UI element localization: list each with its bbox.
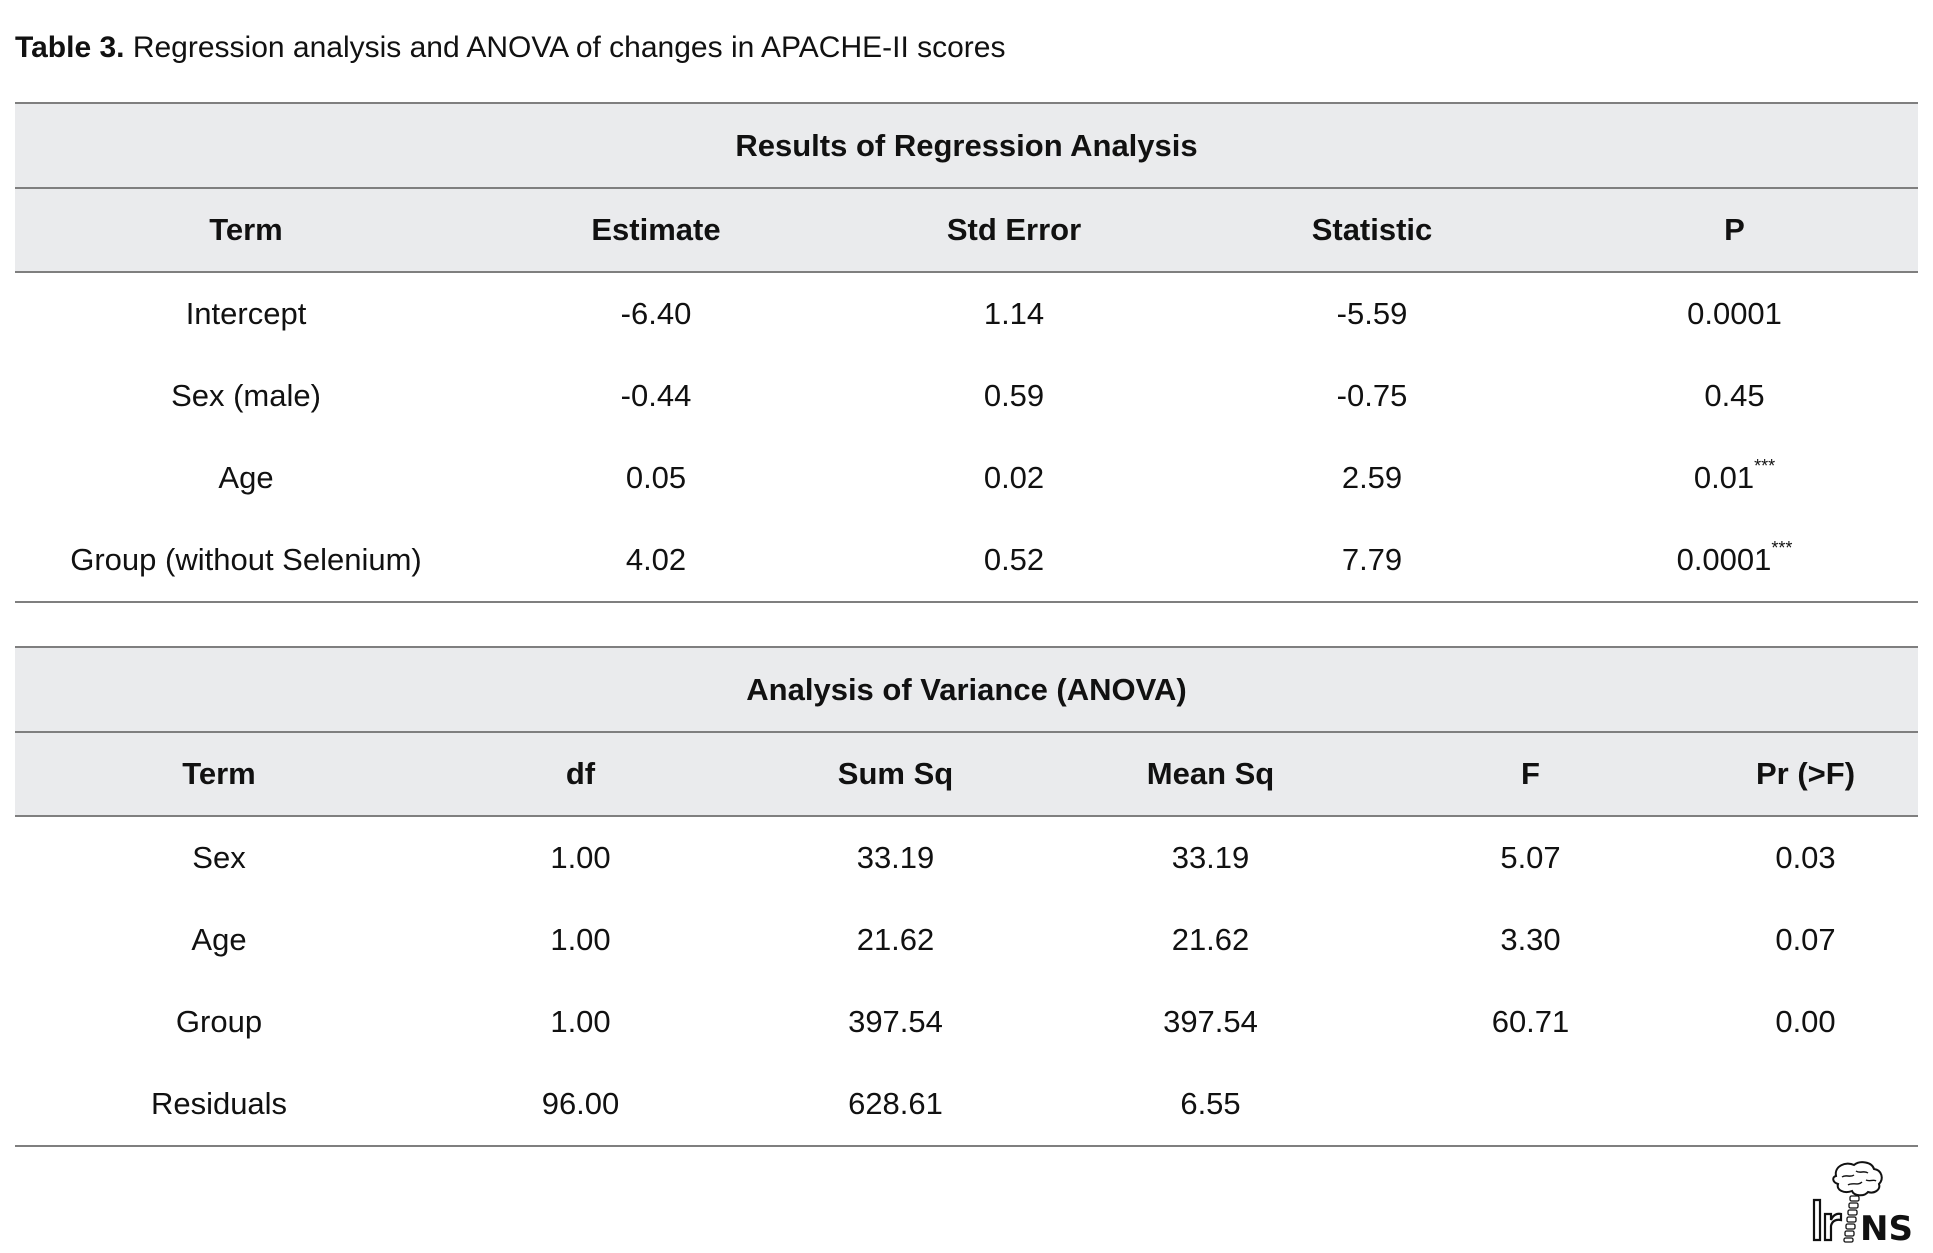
cell-sum-sq: 21.62	[856, 922, 935, 957]
logo-text: NS	[1860, 1209, 1913, 1244]
cell-p: 0.0001***	[1551, 519, 1919, 603]
cell-p: 0.01***	[1551, 437, 1918, 519]
cell-pr-f: 0.07	[1775, 922, 1836, 957]
cell-pr-f: 0.00	[1775, 1004, 1836, 1039]
cell-term: Residuals	[15, 1063, 423, 1147]
cell-estimate: 0.05	[625, 460, 687, 495]
column-header-estimate: Estimate	[477, 188, 835, 273]
cell-sum-sq: 397.54	[848, 1004, 943, 1039]
regression-header-row: Term Estimate Std Error Statistic P	[15, 188, 1919, 273]
cell-p: 0.0001	[1551, 272, 1918, 355]
cell-term: Sex (male)	[171, 378, 321, 413]
cell-sum-sq: 628.61	[738, 1063, 1053, 1147]
column-header-sum-sq: Sum Sq	[738, 732, 1053, 817]
cell-mean-sq: 21.62	[1171, 922, 1250, 957]
table-row: Group 1.00 397.54 397.54 60.71 0.00	[15, 981, 1918, 1063]
cell-statistic: -5.59	[1336, 296, 1408, 331]
cell-term: Sex	[192, 840, 246, 875]
table-caption-label: Table 3.	[15, 31, 125, 64]
cell-df: 1.00	[550, 922, 611, 957]
p-value: 0.45	[1704, 378, 1765, 413]
cell-term: Group (without Selenium)	[15, 519, 477, 603]
cell-mean-sq: 397.54	[1163, 1004, 1258, 1039]
column-header-statistic: Statistic	[1193, 188, 1551, 273]
cell-mean-sq: 6.55	[1053, 1063, 1368, 1147]
regression-title-row: Results of Regression Analysis	[15, 102, 1919, 189]
cell-pr-f: 0.03	[1775, 840, 1836, 875]
table-row: Sex (male) -0.44 0.59 -0.75 0.45	[15, 355, 1918, 437]
cell-df: 96.00	[423, 1063, 738, 1147]
column-header-term: Term	[15, 732, 423, 817]
cell-f: 5.07	[1500, 840, 1561, 875]
p-value: 0.0001	[1676, 542, 1772, 577]
p-value: 0.0001	[1687, 296, 1782, 331]
column-header-term: Term	[15, 188, 477, 273]
cell-statistic: 7.79	[1193, 519, 1551, 603]
p-value: 0.01	[1693, 460, 1755, 495]
cell-p: 0.45	[1551, 355, 1918, 437]
cell-std-error: 0.02	[983, 460, 1045, 495]
table-caption: Table 3. Regression analysis and ANOVA o…	[15, 28, 1005, 68]
anova-header-row: Term df Sum Sq Mean Sq F Pr (>F)	[15, 732, 1919, 817]
table-row: Residuals 96.00 628.61 6.55	[15, 1063, 1919, 1147]
table-row: Intercept -6.40 1.14 -5.59 0.0001	[15, 272, 1918, 355]
cell-f	[1368, 1063, 1693, 1147]
significance-mark: ***	[1754, 456, 1776, 476]
cell-estimate: 4.02	[477, 519, 835, 603]
table-caption-text: Regression analysis and ANOVA of changes…	[124, 31, 1006, 64]
cell-df: 1.00	[550, 840, 611, 875]
anova-table: Analysis of Variance (ANOVA) Term df Sum…	[15, 646, 1919, 1147]
cell-term: Group	[175, 1004, 263, 1039]
cell-statistic: 2.59	[1341, 460, 1403, 495]
column-header-pr-f: Pr (>F)	[1693, 732, 1919, 817]
cell-pr-f	[1693, 1063, 1919, 1147]
significance-mark: ***	[1771, 538, 1793, 558]
table-row: Age 1.00 21.62 21.62 3.30 0.07	[15, 899, 1918, 981]
cell-term: Age	[218, 460, 274, 495]
table-row: Group (without Selenium) 4.02 0.52 7.79 …	[15, 519, 1919, 603]
column-header-df: df	[423, 732, 738, 817]
table-row: Sex 1.00 33.19 33.19 5.07 0.03	[15, 816, 1918, 899]
cell-estimate: -0.44	[620, 378, 692, 413]
cell-std-error: 0.52	[835, 519, 1193, 603]
anova-title: Analysis of Variance (ANOVA)	[15, 646, 1919, 733]
cell-f: 3.30	[1500, 922, 1561, 957]
cell-sum-sq: 33.19	[856, 840, 935, 875]
column-header-std-error: Std Error	[835, 188, 1193, 273]
column-header-p: P	[1551, 188, 1919, 273]
column-header-mean-sq: Mean Sq	[1053, 732, 1368, 817]
regression-title: Results of Regression Analysis	[15, 102, 1919, 189]
cell-estimate: -6.40	[620, 296, 692, 331]
cell-mean-sq: 33.19	[1171, 840, 1250, 875]
cell-term: Intercept	[185, 296, 307, 331]
regression-table: Results of Regression Analysis Term Esti…	[15, 102, 1919, 603]
anova-title-row: Analysis of Variance (ANOVA)	[15, 646, 1919, 733]
brain-spine-logo-icon: NS	[1812, 1161, 1913, 1249]
cell-std-error: 0.59	[983, 378, 1045, 413]
cell-f: 60.71	[1491, 1004, 1570, 1039]
column-header-f: F	[1368, 732, 1693, 817]
cell-std-error: 1.14	[983, 296, 1045, 331]
cell-term: Age	[191, 922, 247, 957]
journal-logo: NS	[1808, 1160, 1920, 1249]
cell-df: 1.00	[550, 1004, 611, 1039]
table-row: Age 0.05 0.02 2.59 0.01***	[15, 437, 1918, 519]
cell-statistic: -0.75	[1336, 378, 1408, 413]
